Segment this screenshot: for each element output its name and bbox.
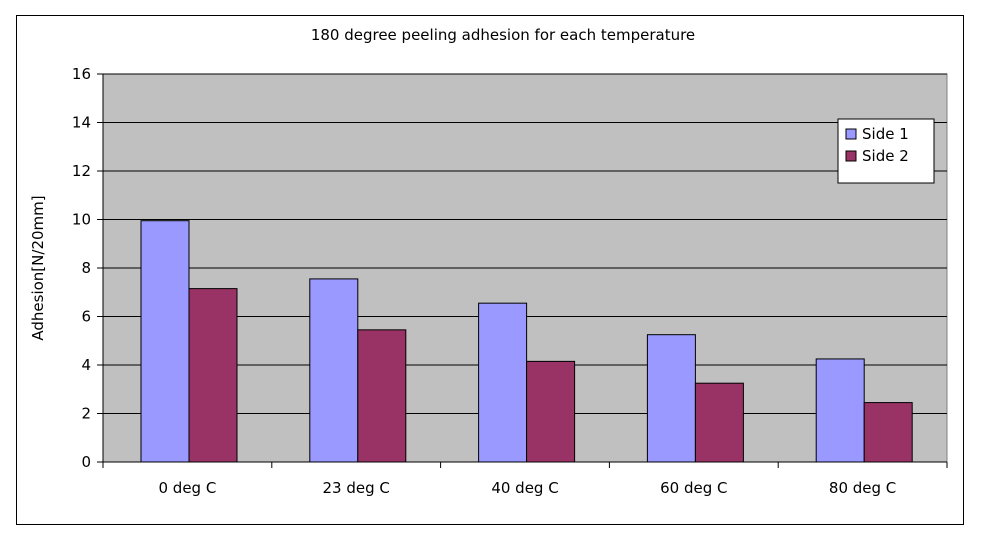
y-tick-label: 6 — [81, 308, 91, 326]
y-tick-label: 0 — [81, 453, 91, 471]
y-axis-label: Adhesion[N/20mm] — [29, 195, 47, 340]
y-tick-label: 12 — [72, 162, 91, 180]
bar-side-1 — [815, 358, 865, 463]
bar-side-2 — [863, 402, 913, 463]
bar-side-1 — [478, 302, 528, 463]
legend-swatch — [845, 128, 857, 140]
y-tick-label: 14 — [72, 114, 91, 132]
y-tick-label: 2 — [81, 405, 91, 423]
legend-label: Side 2 — [862, 147, 909, 165]
y-tick-label: 10 — [72, 211, 91, 229]
bar-side-1 — [309, 278, 359, 463]
bar-side-1 — [646, 334, 696, 463]
bars — [140, 220, 913, 463]
x-tick-label: 60 deg C — [660, 479, 727, 497]
x-tick-label: 40 deg C — [491, 479, 558, 497]
bar-side-2 — [357, 329, 407, 463]
bar-side-2 — [526, 360, 576, 463]
x-tick-labels: 0 deg C 23 deg C 40 deg C 60 deg C 80 deg C — [158, 479, 896, 497]
x-tick-label: 80 deg C — [829, 479, 896, 497]
y-tick-label: 4 — [81, 356, 91, 374]
chart-title: 180 degree peeling adhesion for each tem… — [311, 26, 695, 44]
bar-side-1 — [140, 220, 190, 463]
bar-side-2 — [694, 382, 744, 463]
legend: Side 1 Side 2 — [837, 118, 935, 184]
y-tick-label: 16 — [72, 65, 91, 83]
y-tick-labels: 0 2 4 6 8 10 12 14 16 — [72, 65, 91, 471]
legend-swatch — [845, 150, 857, 162]
legend-label: Side 1 — [862, 125, 909, 143]
x-tick-label: 0 deg C — [158, 479, 216, 497]
y-tick-label: 8 — [81, 259, 91, 277]
bar-side-2 — [188, 288, 238, 463]
x-tick-label: 23 deg C — [323, 479, 390, 497]
axes — [97, 73, 948, 468]
